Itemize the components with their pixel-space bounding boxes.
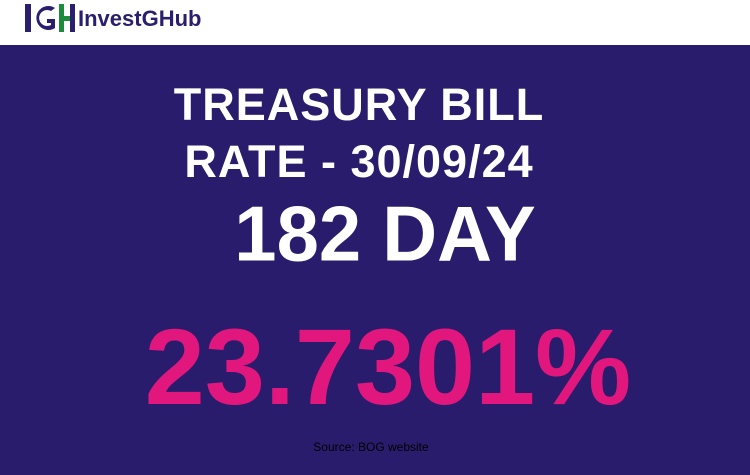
investghub-logo bbox=[25, 4, 75, 32]
tenor-label: 182 DAY bbox=[234, 191, 536, 278]
source-note: Source: BOG website bbox=[313, 440, 429, 454]
title-line-2: RATE - 30/09/24 bbox=[184, 136, 534, 187]
brand-name: InvestGHub bbox=[78, 6, 202, 31]
content-panel bbox=[0, 45, 750, 475]
header: InvestGHub bbox=[0, 0, 750, 42]
rate-value: 23.7301% bbox=[144, 306, 632, 427]
title-line-1: TREASURY BILL bbox=[173, 79, 545, 130]
